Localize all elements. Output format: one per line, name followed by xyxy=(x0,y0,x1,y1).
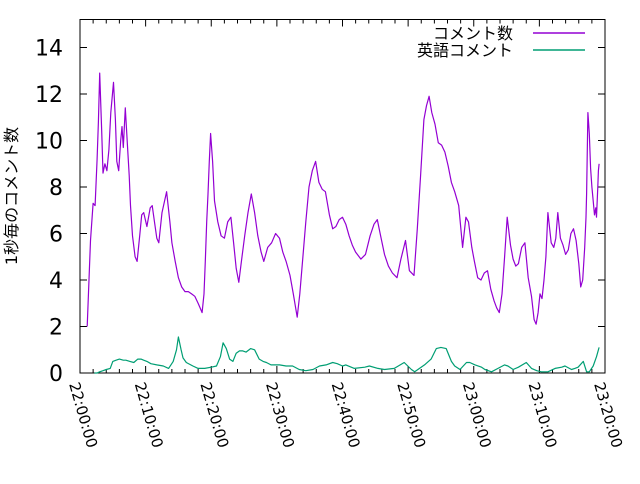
y-tick-label: 8 xyxy=(49,176,63,201)
y-tick-label: 4 xyxy=(49,269,63,294)
x-tick-label: 22:30:00 xyxy=(262,380,298,450)
y-tick-label: 6 xyxy=(49,223,63,248)
y-tick-label: 2 xyxy=(49,316,63,341)
legend-label-1: 英語コメント xyxy=(417,41,513,60)
x-tick-label: 22:50:00 xyxy=(393,380,429,450)
series-line-0 xyxy=(86,72,600,327)
y-tick-label: 0 xyxy=(49,362,63,387)
y-axis-title: 1秒毎のコメント数 xyxy=(2,127,21,265)
x-tick-label: 23:20:00 xyxy=(590,380,626,450)
x-tick-label: 23:10:00 xyxy=(525,380,561,450)
series-line-1 xyxy=(94,336,600,374)
x-tick-label: 22:00:00 xyxy=(65,380,101,450)
y-tick-label: 12 xyxy=(35,83,63,108)
x-tick-label: 22:10:00 xyxy=(131,380,167,450)
x-tick-label: 23:00:00 xyxy=(459,380,495,450)
legend-label-0: コメント数 xyxy=(433,24,513,43)
x-tick-label: 22:40:00 xyxy=(328,380,364,450)
y-tick-label: 10 xyxy=(35,130,63,155)
x-tick-label: 22:20:00 xyxy=(196,380,232,450)
plot-border xyxy=(79,19,606,374)
y-tick-label: 14 xyxy=(35,37,63,62)
